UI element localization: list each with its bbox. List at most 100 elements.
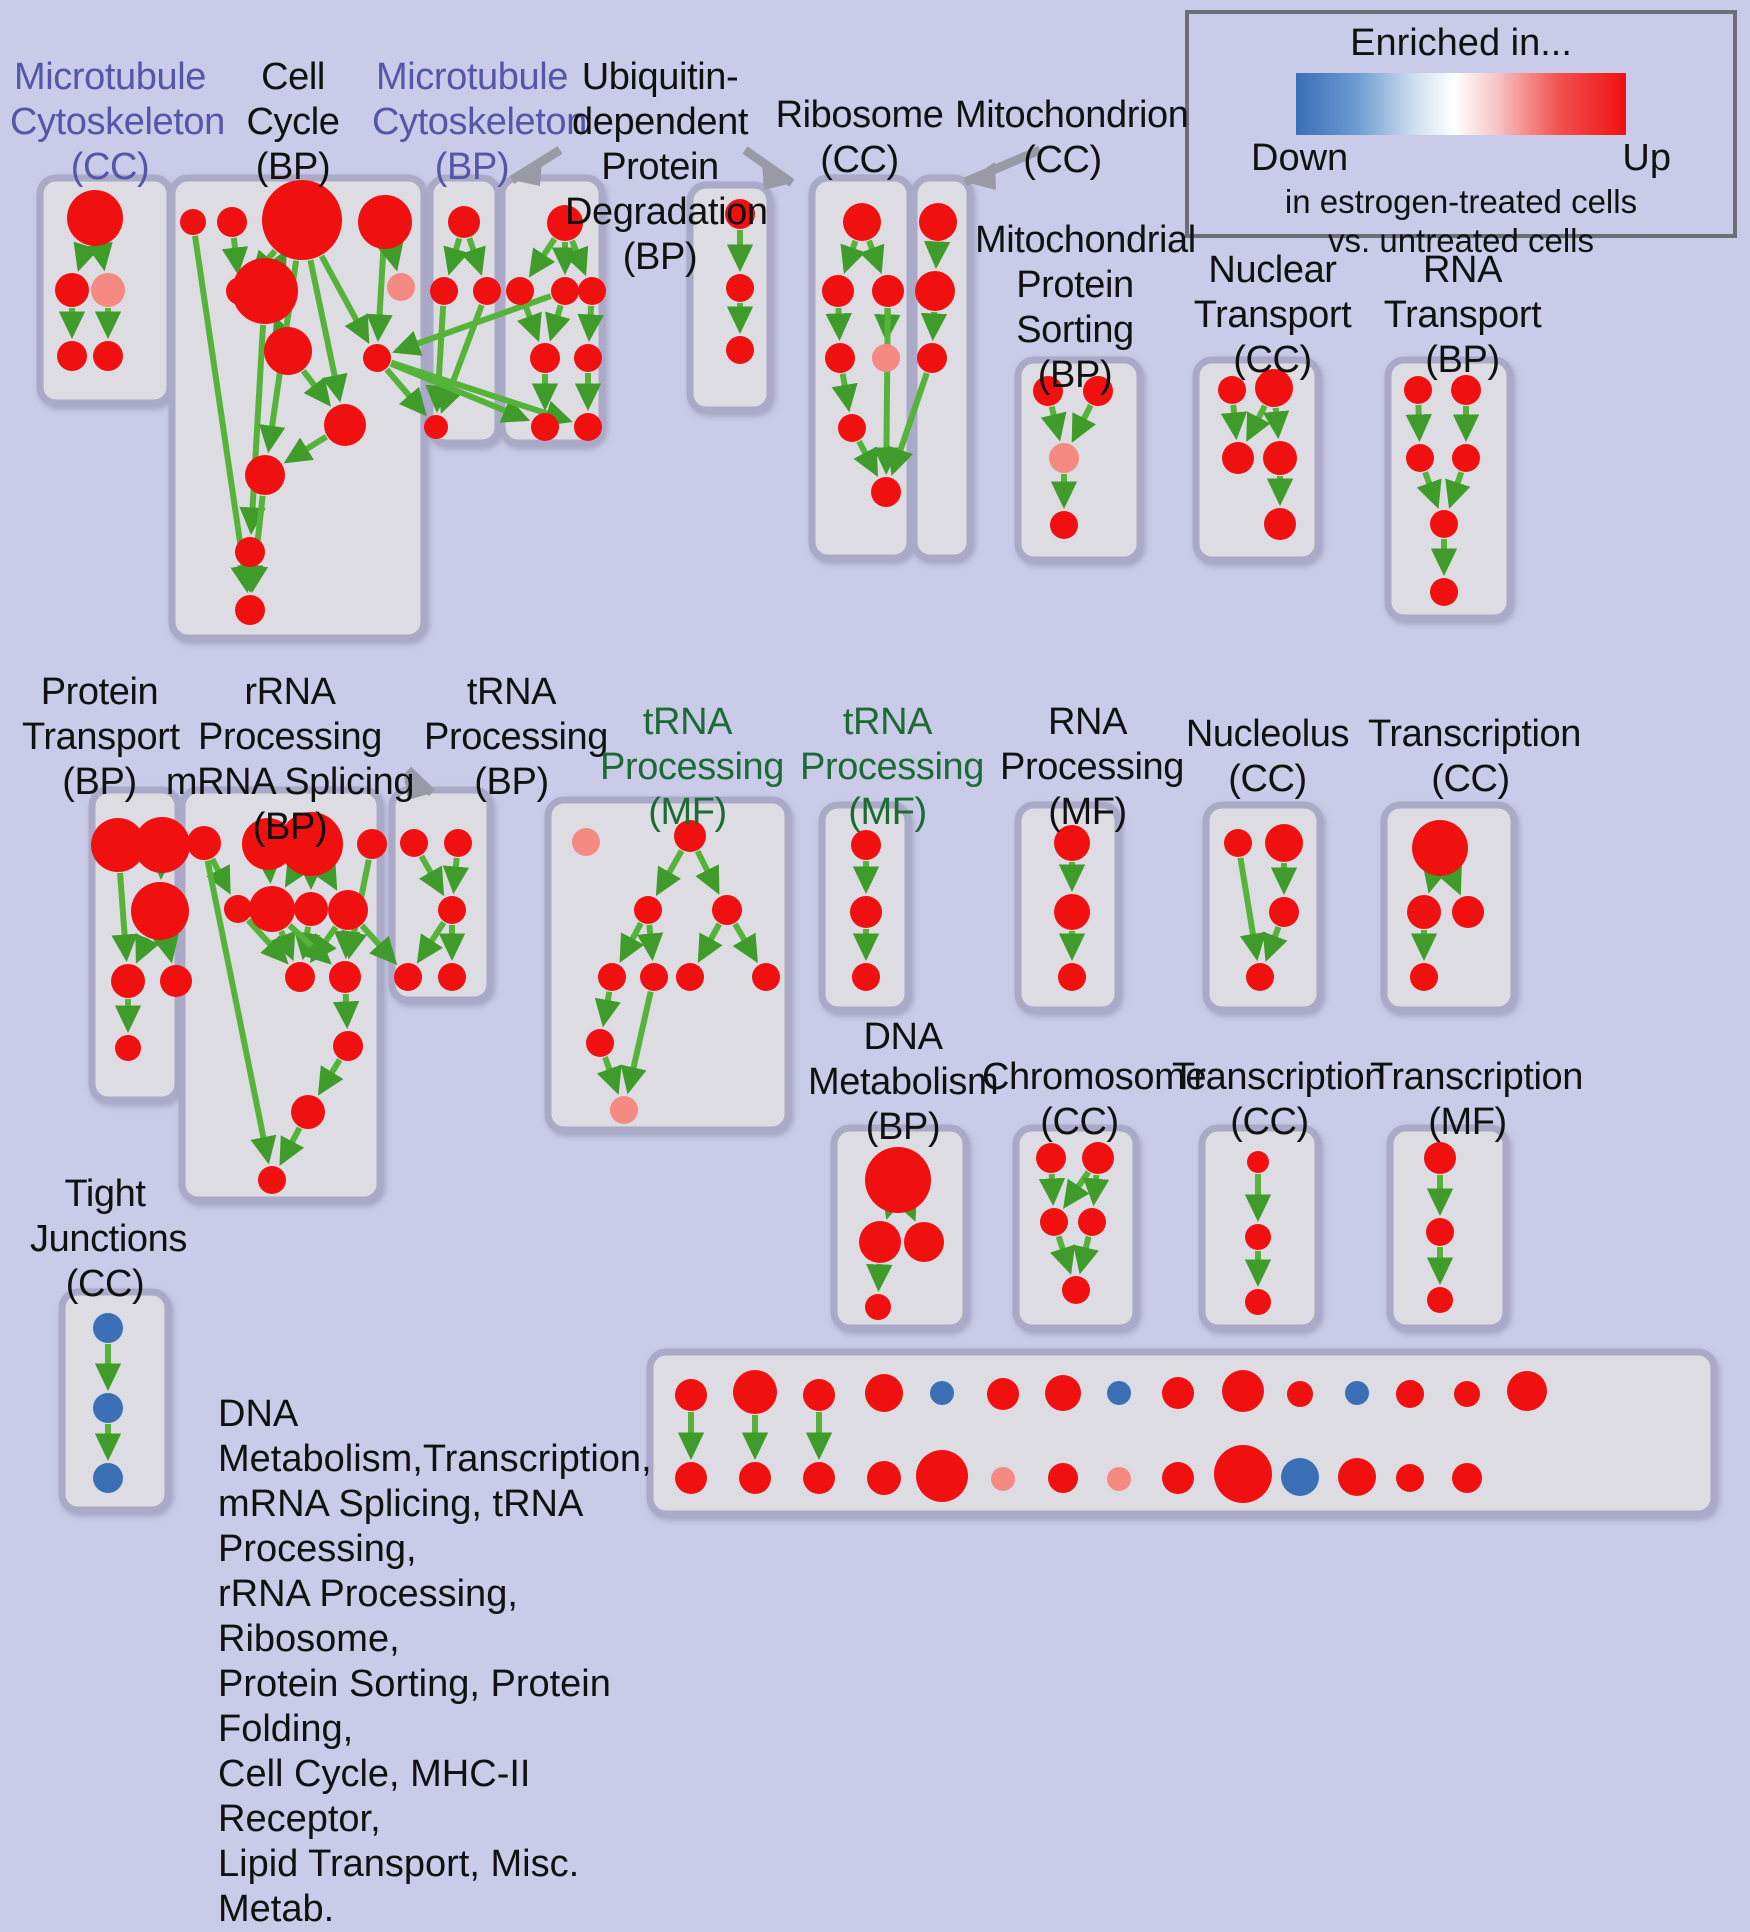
graph-node[interactable]	[1054, 894, 1090, 930]
graph-node[interactable]	[264, 327, 312, 375]
graph-node[interactable]	[430, 277, 458, 305]
graph-node[interactable]	[1247, 1151, 1269, 1173]
graph-node[interactable]	[987, 1378, 1019, 1410]
graph-node[interactable]	[574, 413, 602, 441]
graph-node[interactable]	[872, 344, 900, 372]
graph-node[interactable]	[1269, 897, 1299, 927]
graph-node[interactable]	[235, 537, 265, 567]
graph-node[interactable]	[1049, 443, 1079, 473]
graph-node[interactable]	[838, 414, 866, 442]
graph-node[interactable]	[1078, 1208, 1106, 1236]
graph-node[interactable]	[712, 895, 742, 925]
graph-node[interactable]	[1452, 1463, 1482, 1493]
graph-node[interactable]	[1107, 1381, 1131, 1405]
graph-node[interactable]	[1222, 442, 1254, 474]
graph-node[interactable]	[1062, 1276, 1090, 1304]
graph-node[interactable]	[530, 343, 560, 373]
graph-node[interactable]	[424, 415, 448, 439]
graph-node[interactable]	[1045, 1375, 1081, 1411]
graph-node[interactable]	[245, 455, 285, 495]
graph-node[interactable]	[843, 203, 881, 241]
graph-node[interactable]	[328, 890, 368, 930]
graph-node[interactable]	[160, 965, 192, 997]
graph-node[interactable]	[1214, 1445, 1272, 1503]
graph-node[interactable]	[324, 404, 366, 446]
graph-node[interactable]	[871, 477, 901, 507]
graph-node[interactable]	[1224, 829, 1252, 857]
graph-node[interactable]	[506, 277, 534, 305]
graph-node[interactable]	[291, 1095, 325, 1129]
graph-node[interactable]	[917, 343, 947, 373]
graph-node[interactable]	[865, 1374, 903, 1412]
graph-node[interactable]	[859, 1221, 901, 1263]
graph-node[interactable]	[1263, 441, 1297, 475]
graph-node[interactable]	[1050, 511, 1078, 539]
graph-node[interactable]	[1424, 1142, 1456, 1174]
graph-node[interactable]	[473, 277, 501, 305]
graph-node[interactable]	[1058, 963, 1086, 991]
graph-node[interactable]	[333, 1031, 363, 1061]
graph-node[interactable]	[93, 1313, 123, 1343]
graph-node[interactable]	[1287, 1381, 1313, 1407]
graph-node[interactable]	[991, 1467, 1015, 1491]
graph-node[interactable]	[1245, 1224, 1271, 1250]
graph-node[interactable]	[803, 1462, 835, 1494]
graph-node[interactable]	[551, 277, 579, 305]
graph-node[interactable]	[294, 892, 328, 926]
graph-node[interactable]	[1430, 510, 1458, 538]
graph-node[interactable]	[235, 595, 265, 625]
graph-node[interactable]	[91, 273, 125, 307]
graph-node[interactable]	[93, 1393, 123, 1423]
graph-node[interactable]	[55, 273, 89, 307]
graph-node[interactable]	[865, 1147, 931, 1213]
graph-node[interactable]	[904, 1222, 944, 1262]
graph-node[interactable]	[610, 1096, 638, 1124]
graph-node[interactable]	[358, 195, 412, 249]
graph-node[interactable]	[444, 829, 472, 857]
graph-node[interactable]	[1406, 444, 1434, 472]
graph-node[interactable]	[438, 963, 466, 991]
graph-node[interactable]	[1162, 1377, 1194, 1409]
graph-node[interactable]	[739, 1462, 771, 1494]
graph-node[interactable]	[1246, 963, 1274, 991]
graph-node[interactable]	[131, 882, 189, 940]
graph-node[interactable]	[872, 275, 904, 307]
graph-node[interactable]	[850, 896, 882, 928]
graph-node[interactable]	[572, 828, 600, 856]
graph-node[interactable]	[249, 886, 295, 932]
graph-node[interactable]	[1048, 1463, 1078, 1493]
graph-node[interactable]	[1082, 1142, 1114, 1174]
graph-node[interactable]	[1407, 895, 1441, 929]
graph-node[interactable]	[578, 277, 606, 305]
graph-node[interactable]	[1107, 1467, 1131, 1491]
graph-node[interactable]	[217, 207, 247, 237]
graph-node[interactable]	[1338, 1458, 1376, 1496]
graph-node[interactable]	[865, 1294, 891, 1320]
graph-node[interactable]	[262, 180, 342, 260]
graph-node[interactable]	[438, 896, 466, 924]
graph-node[interactable]	[1345, 1381, 1369, 1405]
graph-node[interactable]	[285, 962, 315, 992]
graph-node[interactable]	[1430, 578, 1458, 606]
graph-node[interactable]	[258, 1166, 286, 1194]
graph-node[interactable]	[1410, 963, 1438, 991]
graph-node[interactable]	[1036, 1143, 1066, 1173]
graph-node[interactable]	[916, 1450, 968, 1502]
graph-node[interactable]	[531, 413, 559, 441]
graph-node[interactable]	[363, 344, 391, 372]
graph-node[interactable]	[329, 961, 361, 993]
graph-node[interactable]	[574, 344, 602, 372]
graph-node[interactable]	[226, 277, 254, 305]
graph-node[interactable]	[1162, 1462, 1194, 1494]
graph-node[interactable]	[752, 963, 780, 991]
graph-node[interactable]	[224, 895, 252, 923]
graph-node[interactable]	[598, 963, 626, 991]
graph-node[interactable]	[676, 963, 704, 991]
graph-node[interactable]	[57, 341, 87, 371]
graph-node[interactable]	[1396, 1380, 1424, 1408]
graph-node[interactable]	[733, 1370, 777, 1414]
graph-node[interactable]	[1264, 508, 1296, 540]
graph-node[interactable]	[67, 190, 123, 246]
graph-node[interactable]	[634, 896, 662, 924]
graph-node[interactable]	[726, 336, 754, 364]
